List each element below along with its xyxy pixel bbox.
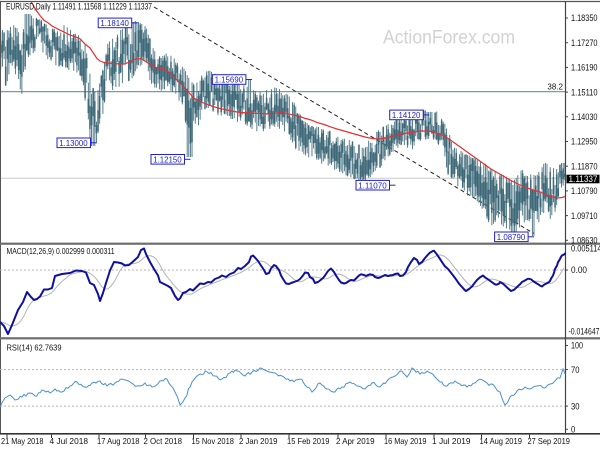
svg-text:1.10790: 1.10790 [571, 186, 598, 196]
svg-text:0.00: 0.00 [571, 265, 587, 275]
svg-text:15 Feb 2019: 15 Feb 2019 [287, 436, 330, 446]
svg-text:1.16190: 1.16190 [571, 63, 598, 73]
svg-text:1.15110: 1.15110 [571, 87, 598, 97]
svg-text:1 Jul 2019: 1 Jul 2019 [432, 436, 471, 446]
svg-text:1.18350: 1.18350 [571, 13, 598, 23]
svg-text:1.11070: 1.11070 [358, 180, 387, 190]
svg-text:1.18140: 1.18140 [100, 18, 129, 28]
svg-text:15 Nov 2018: 15 Nov 2018 [192, 436, 235, 446]
svg-text:0.005114: 0.005114 [571, 244, 600, 254]
svg-text:1.12150: 1.12150 [153, 155, 182, 165]
svg-text:1.11337: 1.11337 [569, 174, 598, 184]
svg-text:2 Jan 2019: 2 Jan 2019 [239, 436, 278, 446]
svg-text:16 May 2019: 16 May 2019 [384, 436, 427, 446]
svg-text:38.2: 38.2 [547, 83, 563, 92]
svg-text:MACD(12,26,9) 0.002999 0.00031: MACD(12,26,9) 0.002999 0.000311 [7, 246, 115, 256]
svg-text:1.12950: 1.12950 [571, 137, 598, 147]
svg-text:1.14030: 1.14030 [571, 112, 598, 122]
svg-text:2 Apr 2019: 2 Apr 2019 [336, 436, 375, 446]
svg-text:21 May 2018: 21 May 2018 [1, 436, 44, 446]
svg-text:-0.014647: -0.014647 [569, 327, 600, 337]
svg-text:17 Aug 2018: 17 Aug 2018 [97, 436, 140, 446]
svg-text:27 Sep 2019: 27 Sep 2019 [528, 436, 571, 446]
svg-text:14 Aug 2019: 14 Aug 2019 [480, 436, 523, 446]
svg-text:RSI(14) 62.7639: RSI(14) 62.7639 [7, 343, 62, 353]
svg-text:1.11870: 1.11870 [571, 161, 598, 171]
svg-text:ActionForex.com: ActionForex.com [383, 27, 515, 49]
svg-text:30: 30 [571, 401, 580, 411]
svg-text:100: 100 [571, 341, 583, 351]
svg-text:1.14120: 1.14120 [392, 110, 421, 120]
svg-text:1.09710: 1.09710 [571, 211, 598, 221]
svg-text:1.17270: 1.17270 [571, 38, 598, 48]
svg-text:1.08790: 1.08790 [497, 232, 526, 242]
svg-text:1.15690: 1.15690 [215, 75, 244, 85]
svg-text:1.08630: 1.08630 [571, 236, 598, 246]
svg-text:1.13000: 1.13000 [59, 138, 88, 148]
svg-text:70: 70 [571, 365, 580, 375]
svg-text:4 Jul 2018: 4 Jul 2018 [50, 436, 89, 446]
svg-text:0: 0 [571, 425, 575, 435]
svg-text:2 Oct 2018: 2 Oct 2018 [144, 436, 183, 446]
svg-text:EURUSD,Daily 1.11491 1.11568: EURUSD,Daily 1.11491 1.11568 1.11229 1.1… [6, 2, 152, 12]
